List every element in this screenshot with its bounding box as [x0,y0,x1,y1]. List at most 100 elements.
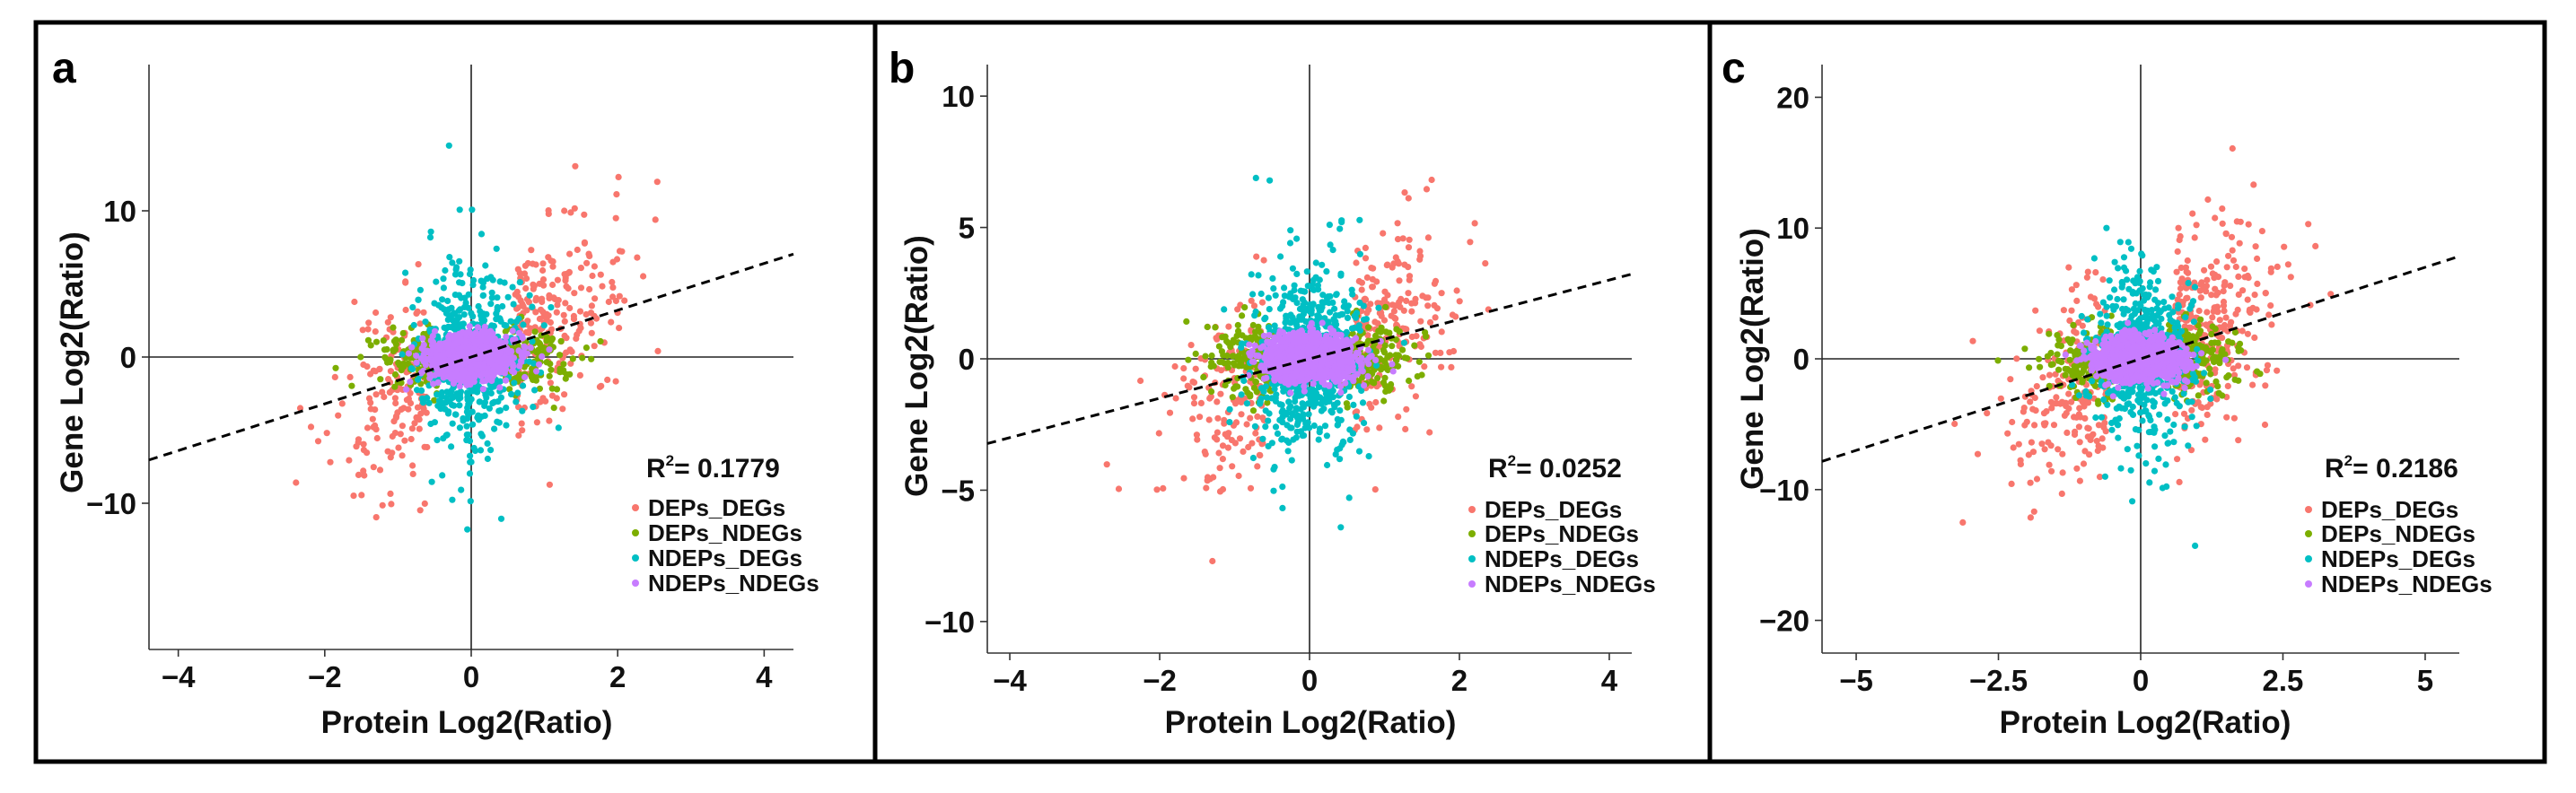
data-point [561,207,568,214]
data-point [446,397,453,405]
data-point [1238,344,1245,351]
data-point [449,420,456,427]
data-point [1380,379,1388,386]
data-point [496,384,504,391]
data-point [1241,304,1249,311]
data-point [1239,312,1246,319]
data-point [519,301,526,308]
data-point [1423,333,1430,340]
data-point [533,419,541,426]
data-point [1326,300,1333,307]
data-point [456,424,463,431]
data-point [391,383,399,390]
panel-a-legend-label-deps-ndegs: DEPs_NDEGs [648,519,802,546]
data-point [1315,303,1322,310]
data-point [1155,430,1162,437]
data-point [372,391,380,398]
data-point [1103,461,1110,468]
data-point [1278,408,1285,415]
data-point [1346,436,1354,443]
panel-a-r2-sep: = [674,454,697,484]
data-point [502,377,510,384]
data-point [589,272,596,280]
data-point [528,247,535,254]
data-point [1380,230,1387,237]
data-point [1183,318,1190,325]
data-point [1301,431,1308,439]
data-point [466,270,474,278]
data-point [372,338,381,345]
data-point [515,431,522,439]
data-point [519,407,526,414]
data-point [1305,411,1312,418]
data-point [1355,448,1363,455]
data-point [466,323,473,330]
data-point [410,321,417,329]
panel-a-x-tick-label: −2 [308,660,342,693]
data-point [1280,299,1287,306]
data-point [376,466,384,474]
data-point [1202,353,1209,360]
data-point [432,371,439,379]
data-point [539,276,548,283]
data-point [529,303,536,310]
data-point [1348,286,1355,293]
data-point [1389,368,1397,375]
data-point [502,327,509,336]
data-point [1320,405,1327,413]
data-point [553,395,560,402]
data-point [545,207,552,214]
data-point [1403,405,1410,413]
data-point [456,338,463,345]
data-point [482,377,490,384]
panel-a-x-tick-label: 4 [756,660,773,693]
data-point [571,290,578,297]
data-point [1321,423,1329,430]
data-point [1286,240,1294,247]
data-point [430,380,437,388]
data-point [434,402,442,409]
data-point [431,300,438,307]
data-point [496,407,504,414]
data-point [539,295,546,302]
panel-b-x-tick-label: 4 [1601,664,1618,697]
data-point [488,330,495,338]
data-point [616,248,624,255]
data-point [465,374,472,381]
data-point [426,326,434,334]
data-point [605,298,612,306]
data-point [565,284,572,292]
data-point [448,365,455,372]
data-point [531,387,539,394]
data-point [414,404,422,411]
data-point [1266,306,1273,313]
data-point [408,344,416,351]
data-point [532,261,539,268]
data-point [1270,285,1277,292]
data-point [1202,450,1209,458]
data-point [448,371,455,379]
data-point [415,296,422,303]
data-point [1366,400,1373,407]
data-point [1293,428,1301,435]
panel-a-legend-label-ndeps-degs: NDEPs_DEGs [648,545,802,571]
data-point [1299,296,1306,303]
data-point [583,259,591,266]
data-point [1350,401,1357,408]
data-point [1405,290,1412,297]
data-point [521,343,528,350]
data-point [1285,398,1292,405]
data-point [357,353,364,361]
data-point [1471,220,1478,227]
data-point [1349,430,1356,437]
data-point [467,381,474,388]
data-point [1253,253,1260,260]
data-point [1330,316,1337,323]
data-point [370,464,377,471]
data-point [513,398,520,405]
data-point [1292,405,1300,412]
data-point [486,405,494,412]
data-point [1403,297,1410,304]
data-point [376,366,383,373]
data-point [1374,374,1381,382]
